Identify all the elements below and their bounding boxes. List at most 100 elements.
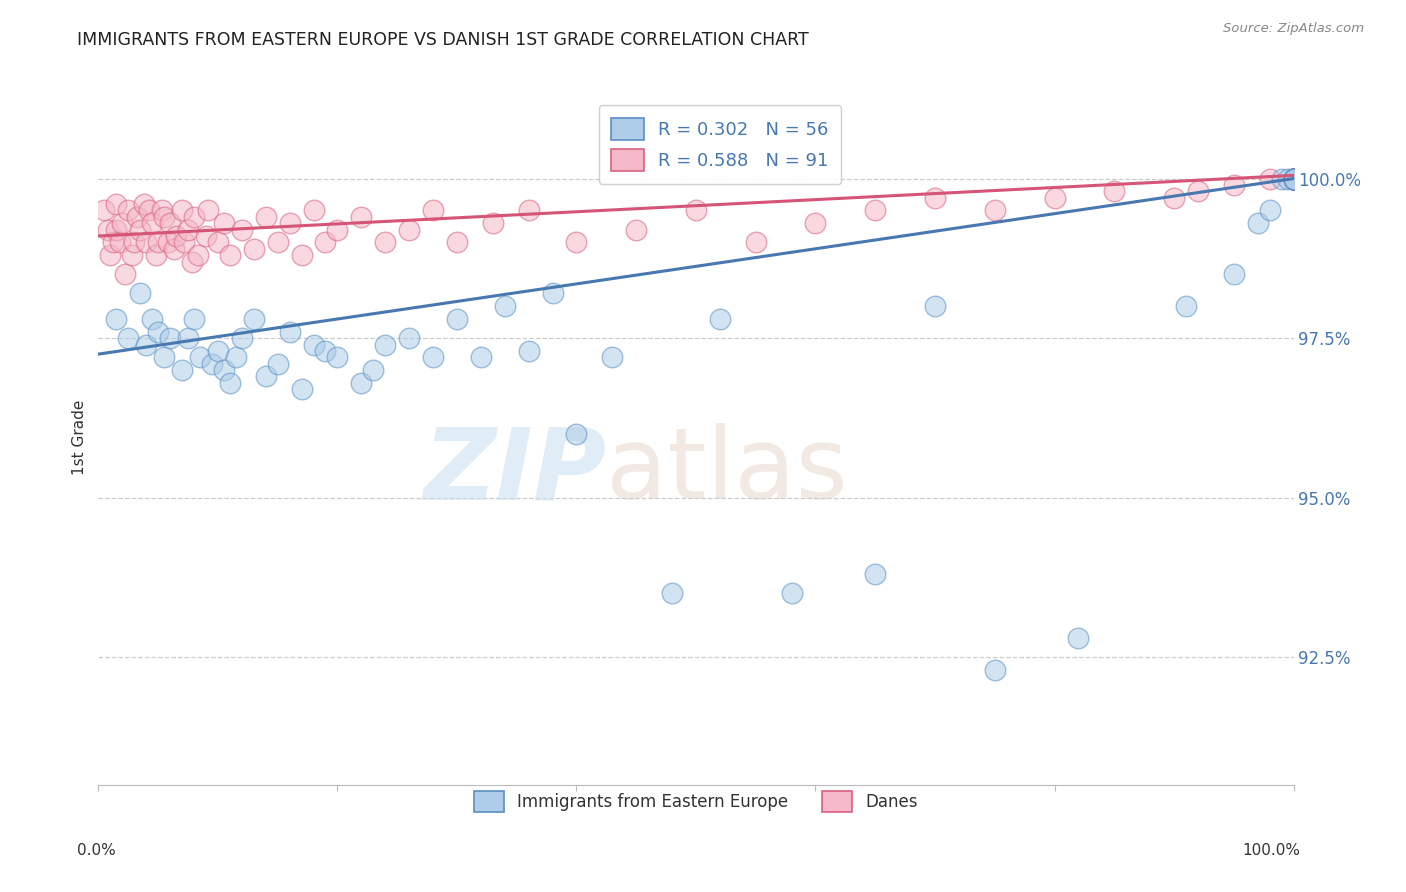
Point [177,222,200,236]
Point [1282,171,1305,186]
Point [1282,171,1305,186]
Point [132,197,155,211]
Point [1282,171,1305,186]
Point [267,235,290,250]
Point [1282,171,1305,186]
Point [231,331,253,345]
Point [374,235,396,250]
Point [446,235,468,250]
Point [398,331,420,345]
Text: 100.0%: 100.0% [1243,843,1301,858]
Y-axis label: 1st Grade: 1st Grade [72,400,87,475]
Point [924,299,946,313]
Point [1282,171,1305,186]
Point [231,222,253,236]
Point [135,235,157,250]
Point [278,216,301,230]
Point [1282,171,1305,186]
Point [1282,171,1305,186]
Point [1282,171,1305,186]
Point [1282,171,1305,186]
Point [153,351,176,365]
Point [148,235,170,250]
Point [121,248,143,262]
Point [602,351,624,365]
Point [1282,171,1305,186]
Point [804,216,827,230]
Point [243,242,266,256]
Point [124,235,146,250]
Point [1282,171,1305,186]
Point [1258,171,1281,186]
Point [1282,171,1305,186]
Text: IMMIGRANTS FROM EASTERN EUROPE VS DANISH 1ST GRADE CORRELATION CHART: IMMIGRANTS FROM EASTERN EUROPE VS DANISH… [77,31,808,49]
Point [207,235,229,250]
Point [201,357,224,371]
Point [1282,171,1305,186]
Point [363,363,385,377]
Point [225,351,247,365]
Point [1282,171,1305,186]
Point [1258,203,1281,218]
Point [709,312,731,326]
Point [125,210,148,224]
Point [984,663,1007,677]
Point [138,203,160,218]
Point [1187,184,1209,198]
Point [254,369,277,384]
Point [159,216,181,230]
Point [482,216,505,230]
Point [470,351,492,365]
Point [1282,171,1305,186]
Point [148,325,170,339]
Point [173,235,195,250]
Point [565,235,588,250]
Point [517,203,540,218]
Point [145,248,167,262]
Point [197,203,219,218]
Point [172,363,194,377]
Point [141,216,163,230]
Point [111,216,134,230]
Point [187,248,209,262]
Point [278,325,301,339]
Point [1104,184,1126,198]
Point [141,312,163,326]
Point [626,222,648,236]
Point [326,222,349,236]
Point [1277,171,1299,186]
Legend: Immigrants from Eastern Europe, Danes: Immigrants from Eastern Europe, Danes [467,785,925,818]
Point [685,203,707,218]
Point [150,203,173,218]
Point [1282,171,1305,186]
Point [219,248,242,262]
Point [165,229,187,244]
Text: atlas: atlas [606,424,848,520]
Point [1175,299,1198,313]
Point [1282,171,1305,186]
Point [135,337,157,351]
Point [326,351,349,365]
Point [1282,171,1305,186]
Point [745,235,768,250]
Point [291,382,314,396]
Point [517,343,540,358]
Point [865,567,887,582]
Point [1043,191,1066,205]
Point [93,203,115,218]
Point [398,222,420,236]
Point [153,210,176,224]
Point [1282,171,1305,186]
Point [1282,171,1305,186]
Point [219,376,242,390]
Point [188,351,211,365]
Point [212,363,235,377]
Point [446,312,468,326]
Point [117,331,139,345]
Point [1282,171,1305,186]
Point [1067,631,1090,645]
Point [1282,171,1305,186]
Point [267,357,290,371]
Point [1223,268,1246,282]
Point [195,229,218,244]
